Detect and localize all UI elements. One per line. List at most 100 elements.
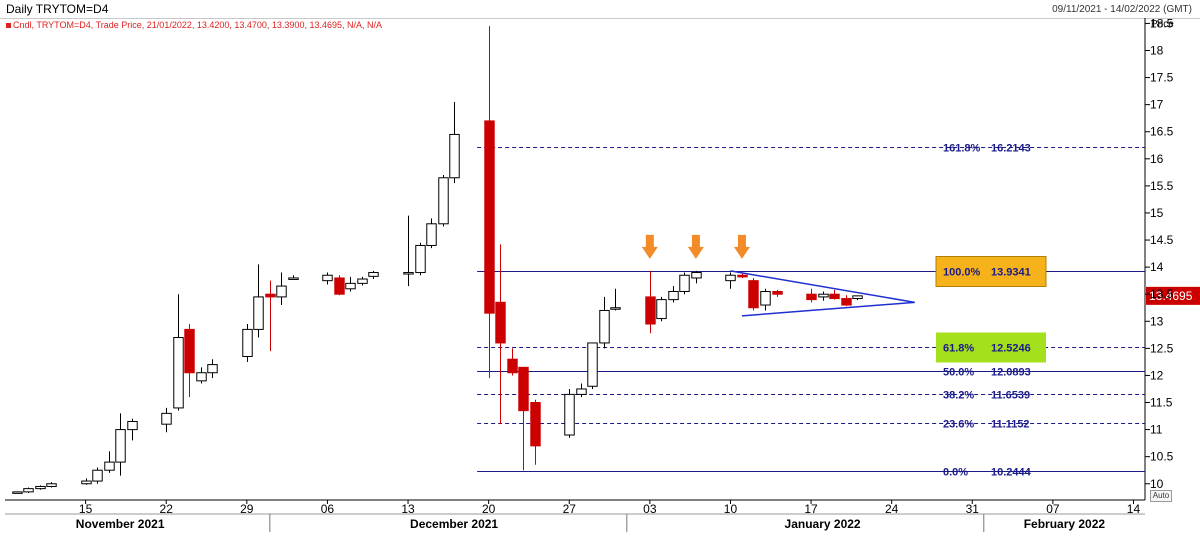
x-tick-label: 07 [1046, 502, 1060, 516]
candle-body [484, 120, 495, 314]
down-arrow-marker [687, 234, 704, 259]
candle-body [656, 299, 667, 320]
series-legend-text: Cndl, TRYTOM=D4, Trade Price, 21/01/2022… [13, 20, 382, 30]
price-axis-label: Price [1151, 19, 1174, 30]
candle-body [438, 177, 449, 225]
candle-body [265, 293, 276, 298]
candle-body [368, 272, 379, 277]
candle-body [806, 293, 817, 301]
down-arrow-marker [641, 234, 658, 259]
x-tick-label: 20 [482, 502, 496, 516]
candle-body [104, 461, 115, 471]
triangle-upper-line [730, 270, 915, 304]
y-tick-label: 15.5 [1150, 179, 1174, 193]
candle-body [357, 278, 368, 284]
candle-body [760, 290, 771, 306]
candle-body [748, 280, 759, 309]
candle-body [322, 274, 333, 282]
down-arrow-marker [733, 234, 750, 259]
candle-body [518, 366, 529, 412]
x-tick-label: 24 [885, 502, 899, 516]
candle-body [564, 393, 575, 436]
x-tick-label: 10 [724, 502, 738, 516]
fib-value-label: 16.2143 [991, 143, 1031, 155]
candle-body [184, 328, 195, 374]
y-tick-label: 11.5 [1150, 396, 1173, 410]
y-tick-label: 12.5 [1150, 341, 1174, 355]
y-tick-label: 13.5 [1150, 287, 1174, 301]
fib-value-label: 12.5246 [991, 343, 1031, 355]
date-range: 09/11/2021 - 14/02/2022 (GMT) [1052, 4, 1192, 15]
y-tick-label: 10.5 [1150, 450, 1174, 464]
candle-body [345, 282, 356, 290]
x-tick-label: 06 [321, 502, 335, 516]
x-tick-label: 17 [804, 502, 818, 516]
candle-body [35, 485, 46, 490]
fib-value-label: 13.9341 [991, 267, 1031, 279]
candles [12, 26, 863, 494]
fib-value-label: 11.6539 [991, 390, 1030, 402]
x-tick-label: 03 [643, 502, 657, 516]
candle-body [818, 293, 829, 298]
candle-body [668, 290, 679, 301]
candle-body [23, 488, 34, 493]
x-tick-label: 27 [563, 502, 577, 516]
chart-header: Daily TRYTOM=D4 09/11/2021 - 14/02/2022 … [0, 0, 1200, 19]
candle-body [415, 244, 426, 274]
candle-body [403, 272, 414, 275]
fib-highlight-box [936, 332, 1046, 363]
candle-body [737, 274, 748, 278]
x-tick-label: 13 [401, 502, 415, 516]
candle-body [426, 223, 437, 246]
last-price-badge [1146, 286, 1200, 305]
candle-body [127, 420, 138, 431]
candle-body [288, 277, 299, 280]
candle-body [161, 412, 172, 425]
y-tick-label: 16.5 [1150, 125, 1174, 139]
y-tick-label: 14 [1150, 260, 1164, 274]
y-tick-label: 15 [1150, 206, 1164, 220]
x-tick-label: 29 [240, 502, 254, 516]
x-axis: 15 22 29 06 13 20 27 03 10 17 24 31 07 14 November 202… [76, 500, 1141, 532]
candle-body [196, 372, 207, 382]
fib-percent-label: 100.0% [943, 267, 981, 279]
y-tick-label: 16 [1150, 152, 1164, 166]
candle-body [841, 298, 852, 306]
candle-body [173, 337, 184, 409]
y-tick-label: 18 [1150, 43, 1164, 57]
triangle-lower-line [741, 301, 915, 317]
auto-scale-button[interactable]: Auto [1150, 490, 1172, 502]
candle-body [852, 295, 863, 300]
candle-body [495, 301, 506, 344]
candle-body [46, 483, 57, 487]
candle-body [253, 296, 264, 330]
fib-percent-label: 161.8% [943, 143, 981, 155]
y-tick-label: 12 [1150, 368, 1164, 382]
fib-highlight-box [935, 256, 1047, 287]
candle-body [115, 429, 126, 463]
candle-body [725, 274, 736, 282]
x-tick-label: 15 [79, 502, 93, 516]
candle-body [610, 307, 621, 310]
candle-body [829, 293, 840, 300]
x-tick-label: 14 [1127, 502, 1141, 516]
candle-body [679, 274, 690, 292]
series-legend: Cndl, TRYTOM=D4, Trade Price, 21/01/2022… [6, 20, 382, 30]
y-tick-label: 18.5 [1150, 16, 1174, 30]
candle-body [242, 328, 253, 357]
series-color-swatch [6, 23, 11, 29]
candle-body [507, 358, 518, 374]
candle-body [276, 285, 287, 298]
candle-body [334, 277, 345, 295]
candle-body [599, 309, 610, 344]
candle-body [207, 364, 218, 374]
candle-body [772, 290, 783, 295]
candle-body [691, 272, 702, 279]
fib-value-label: 10.2444 [991, 467, 1032, 479]
month-label: January 2022 [785, 517, 861, 531]
chart-title: Daily TRYTOM=D4 [6, 2, 109, 16]
candle-body [587, 342, 598, 387]
month-label: February 2022 [1024, 517, 1106, 531]
fib-value-label: 12.0893 [991, 367, 1031, 379]
